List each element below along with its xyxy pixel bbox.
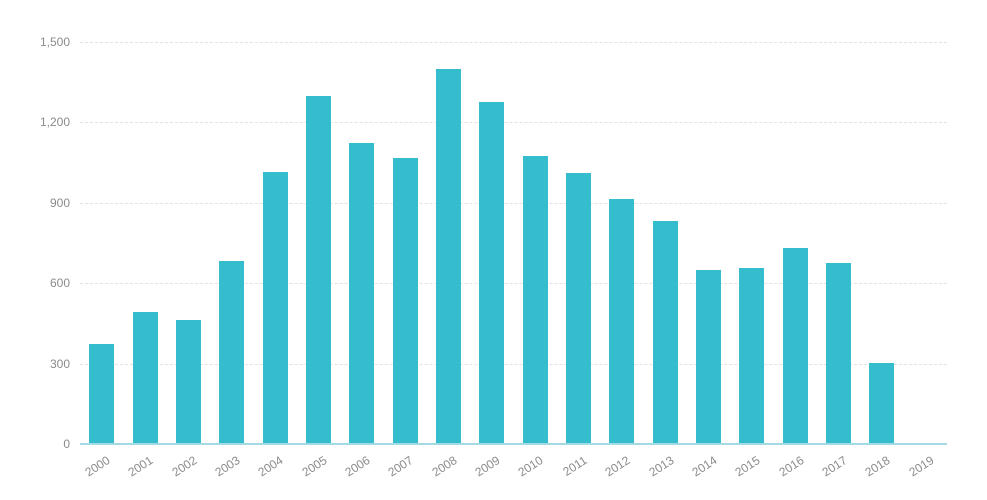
plot-area (80, 42, 947, 444)
x-tick-label-2010: 2010 (515, 453, 546, 480)
gridline-1200 (80, 122, 947, 124)
x-tick-label-2005: 2005 (299, 453, 330, 480)
bar-2009[interactable] (479, 101, 505, 444)
x-tick-label-2004: 2004 (255, 453, 286, 480)
x-tick-label-2002: 2002 (169, 453, 200, 480)
bar-2006[interactable] (349, 143, 375, 444)
x-tick-label-2009: 2009 (472, 453, 503, 480)
y-tick-label-1,500: 1,500 (39, 35, 70, 49)
y-tick-label-600: 600 (49, 276, 70, 291)
bar-2018[interactable] (869, 363, 895, 444)
y-tick-label-900: 900 (49, 195, 70, 210)
bar-2010[interactable] (522, 155, 548, 444)
x-tick-label-2008: 2008 (429, 453, 460, 480)
y-tick-label-0: 0 (63, 437, 70, 451)
gridline-1500 (80, 42, 947, 43)
x-tick-label-2011: 2011 (560, 453, 590, 479)
y-tick-label-1,200: 1,200 (39, 115, 70, 130)
x-tick-label-2014: 2014 (689, 453, 720, 480)
x-tick-label-2015: 2015 (732, 453, 763, 480)
bar-2001[interactable] (132, 311, 158, 444)
x-tick-label-2017: 2017 (819, 453, 850, 480)
bar-2013[interactable] (652, 221, 678, 444)
x-tick-label-2006: 2006 (342, 453, 373, 480)
x-tick-label-2000: 2000 (82, 453, 113, 480)
bar-2007[interactable] (392, 157, 418, 444)
x-tick-label-2003: 2003 (212, 453, 243, 480)
x-axis-line (80, 443, 947, 445)
bar-2004[interactable] (262, 171, 288, 444)
y-tick-label-300: 300 (49, 356, 70, 371)
bar-2011[interactable] (566, 173, 592, 444)
x-tick-label-2012: 2012 (602, 453, 633, 480)
gridline-600 (80, 283, 947, 285)
bar-2003[interactable] (219, 260, 245, 444)
x-tick-label-2019: 2019 (906, 453, 937, 480)
bar-2016[interactable] (782, 247, 808, 444)
gridline-900 (80, 202, 947, 204)
x-tick-label-2018: 2018 (862, 453, 893, 480)
bar-2000[interactable] (89, 344, 115, 444)
bar-2014[interactable] (696, 270, 722, 444)
bar-2002[interactable] (175, 319, 201, 444)
bar-2005[interactable] (305, 95, 331, 444)
bar-2017[interactable] (826, 263, 852, 444)
bar-2015[interactable] (739, 267, 765, 444)
x-tick-label-2013: 2013 (646, 453, 677, 480)
bar-2012[interactable] (609, 199, 635, 444)
x-tick-label-2001: 2001 (125, 453, 156, 480)
gridline-300 (80, 363, 947, 365)
bar-2008[interactable] (435, 68, 461, 444)
x-tick-label-2007: 2007 (385, 453, 416, 480)
x-tick-label-2016: 2016 (776, 453, 807, 480)
